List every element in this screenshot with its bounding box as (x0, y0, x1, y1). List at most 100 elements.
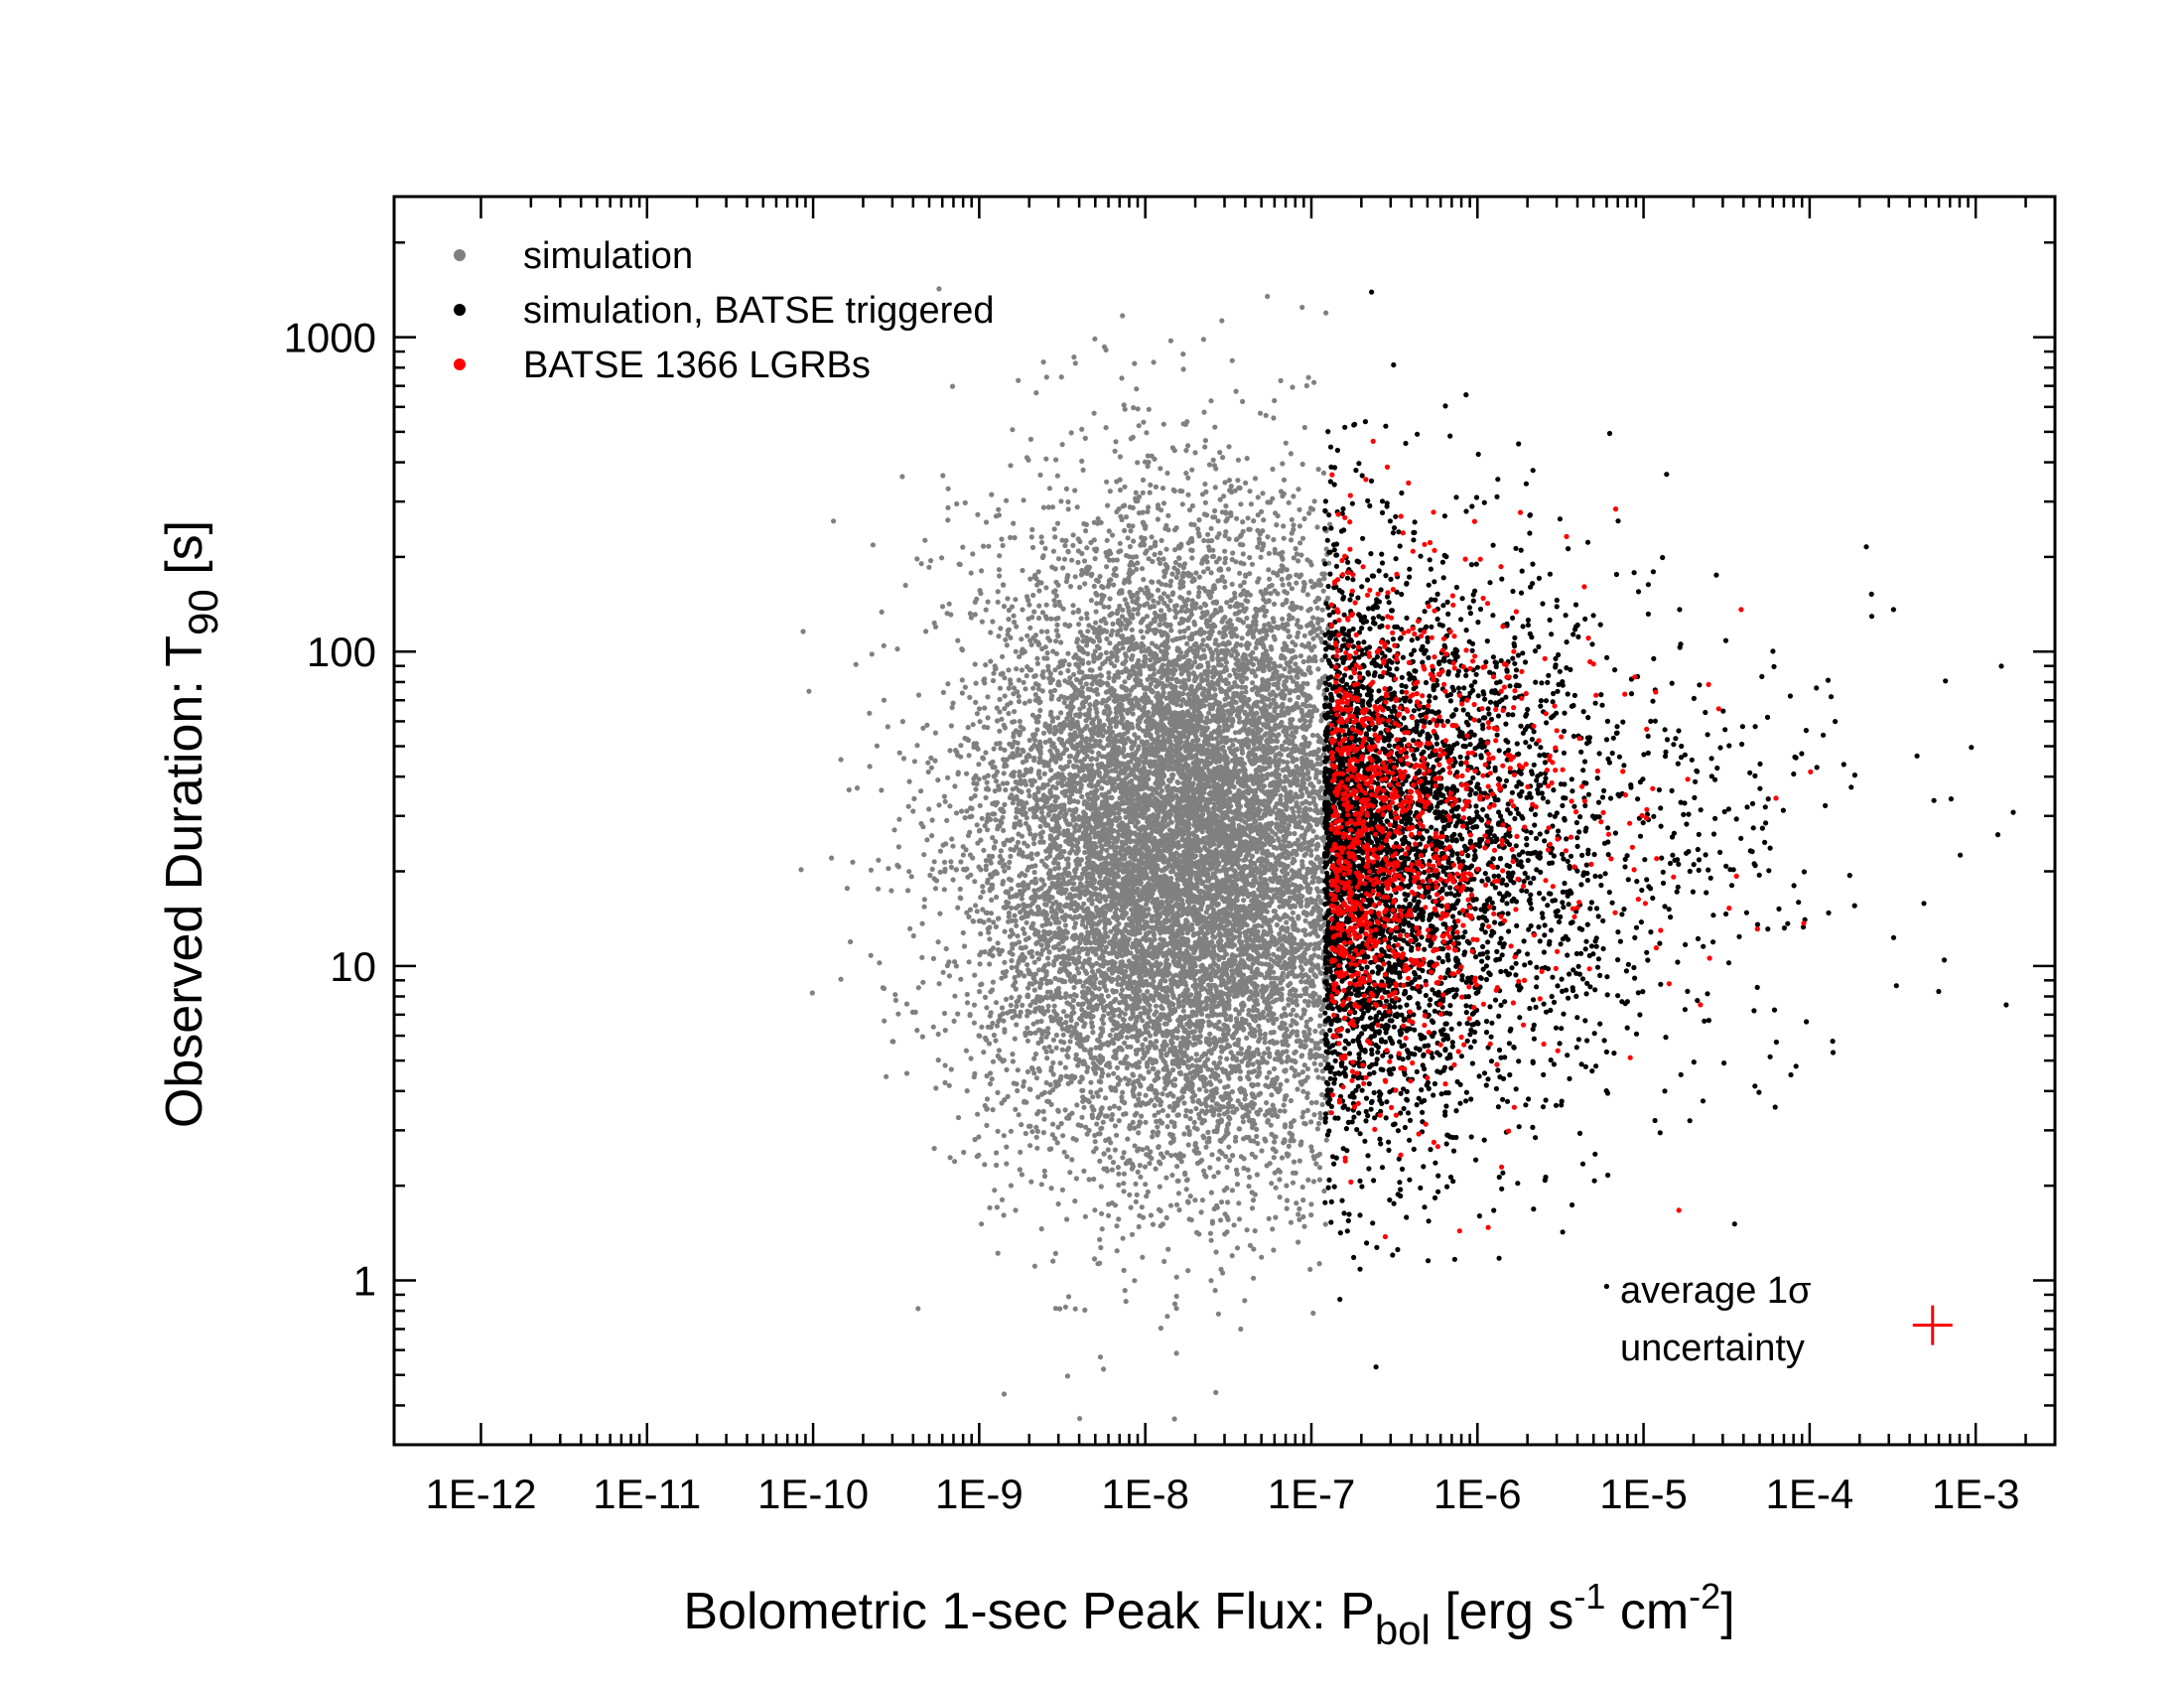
data-point (1290, 1180, 1297, 1186)
data-point (1287, 697, 1293, 703)
data-point (1017, 718, 1023, 725)
data-point (1114, 1223, 1120, 1229)
data-point (1302, 960, 1308, 967)
data-point (892, 997, 899, 1004)
data-point (988, 989, 994, 995)
points-layer (798, 286, 2016, 1422)
data-point (1187, 1108, 1194, 1114)
data-point (979, 815, 985, 821)
data-point (896, 816, 902, 822)
data-point (838, 976, 844, 982)
data-point (1058, 498, 1064, 504)
data-point (952, 783, 958, 789)
data-point (1002, 868, 1008, 874)
data-point (1084, 865, 1090, 871)
data-point (1031, 1055, 1037, 1061)
data-point (1254, 1133, 1260, 1140)
data-point (1065, 1294, 1072, 1300)
data-point (1067, 807, 1073, 813)
data-point (971, 1020, 978, 1026)
data-point (1111, 678, 1117, 684)
data-point (1011, 613, 1017, 619)
data-point (1284, 919, 1290, 925)
data-point (1095, 578, 1101, 585)
data-point (1121, 746, 1127, 752)
data-point (1301, 581, 1307, 587)
data-point (1062, 622, 1068, 628)
data-point (1277, 663, 1284, 669)
data-point (1036, 967, 1042, 973)
data-point (1290, 730, 1296, 736)
data-point (1024, 919, 1029, 925)
data-point (1297, 540, 1303, 546)
data-point (1228, 484, 1234, 490)
data-point (1013, 648, 1019, 654)
data-point (1307, 806, 1313, 812)
data-point (1051, 598, 1057, 604)
data-point (1143, 1092, 1149, 1098)
data-point (1085, 629, 1091, 634)
data-point (1041, 1173, 1048, 1180)
data-point (1038, 580, 1044, 586)
data-point (1313, 1099, 1319, 1105)
data-point (932, 886, 939, 892)
data-point (945, 774, 951, 780)
data-point (976, 706, 983, 712)
data-point (1084, 1068, 1090, 1074)
data-point (1264, 1100, 1270, 1106)
data-point (1048, 1049, 1054, 1055)
data-point (1227, 1096, 1233, 1102)
data-point (983, 607, 989, 613)
data-point (1001, 604, 1008, 610)
data-point (929, 866, 935, 873)
data-point (1157, 1184, 1162, 1190)
data-point (936, 802, 942, 808)
data-point (1040, 359, 1046, 365)
data-point (1046, 486, 1052, 492)
data-point (1306, 510, 1312, 516)
data-point (1196, 585, 1202, 591)
data-point (1079, 426, 1085, 432)
data-point (1316, 1151, 1323, 1157)
data-point (1082, 581, 1088, 587)
data-point (848, 938, 854, 945)
data-point (1139, 640, 1145, 646)
data-point (1211, 1174, 1217, 1180)
data-point (981, 543, 987, 549)
data-point (1280, 970, 1286, 976)
data-point (1244, 1227, 1250, 1233)
data-point (1289, 530, 1295, 536)
data-point (1181, 1100, 1187, 1106)
data-point (1314, 1126, 1320, 1132)
data-point (1215, 1170, 1221, 1176)
data-point (1244, 456, 1250, 462)
data-point (1122, 484, 1128, 490)
data-point (1048, 696, 1054, 702)
data-point (1061, 556, 1068, 562)
data-point (1065, 506, 1071, 512)
data-point (1217, 450, 1223, 456)
data-point (1114, 1248, 1120, 1254)
data-point (1212, 934, 1218, 940)
data-point (1135, 406, 1141, 412)
data-point (1113, 439, 1119, 445)
data-point (939, 604, 946, 610)
data-point (1090, 1030, 1096, 1036)
data-point (1168, 1153, 1174, 1159)
data-point (1001, 905, 1007, 911)
data-point (876, 886, 882, 892)
data-point (1104, 635, 1110, 642)
data-point (911, 795, 917, 802)
data-point (947, 748, 953, 754)
data-point (1121, 1150, 1127, 1156)
data-point (1180, 573, 1186, 580)
data-point (1210, 457, 1216, 463)
data-point (1034, 727, 1040, 733)
data-point (1262, 1031, 1269, 1038)
data-point (899, 474, 905, 480)
data-point (1299, 461, 1305, 468)
data-point (952, 993, 958, 999)
data-point (948, 723, 955, 729)
data-point (1024, 843, 1030, 849)
data-point (973, 903, 979, 909)
